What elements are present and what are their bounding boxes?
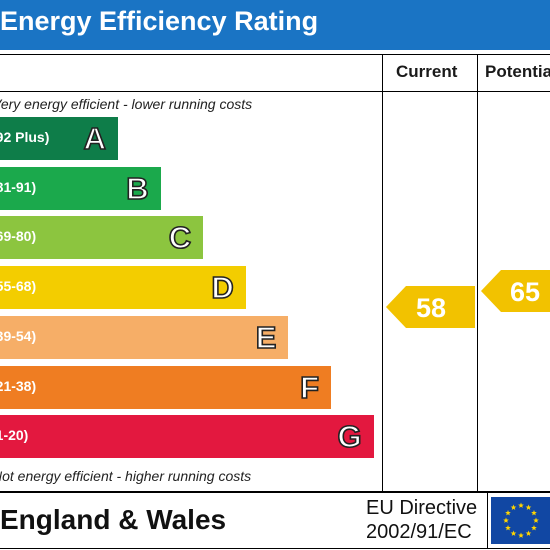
band-b: (81-91) B xyxy=(0,166,161,210)
potential-rating-arrow: 65 xyxy=(481,270,550,313)
region-label: England & Wales xyxy=(0,504,227,535)
star-icon xyxy=(510,504,517,510)
top-border xyxy=(0,54,550,55)
star-icon xyxy=(525,530,532,536)
band-letter: G xyxy=(337,418,363,455)
bottom-note: Not energy efficient - higher running co… xyxy=(0,468,252,484)
star-icon xyxy=(510,530,517,536)
band-f: (21-38) F xyxy=(0,365,331,409)
band-letter: D xyxy=(211,269,235,306)
band-range-label: (1-20) xyxy=(0,427,29,444)
star-icon xyxy=(505,525,511,531)
band-letter: E xyxy=(255,319,277,356)
potential-column-divider xyxy=(477,54,478,492)
band-d: (55-68) D xyxy=(0,266,246,310)
footer-divider xyxy=(0,491,550,493)
current-column-divider xyxy=(382,54,383,492)
current-rating-value: 58 xyxy=(416,293,447,324)
current-rating-arrow: 58 xyxy=(386,286,475,329)
bottom-border xyxy=(0,548,550,549)
band-letter: F xyxy=(299,369,320,406)
chart-title: Energy Efficiency Rating xyxy=(0,6,319,36)
star-icon xyxy=(533,517,539,523)
star-icon xyxy=(505,510,511,516)
eu-stars-icon xyxy=(503,502,539,538)
band-range-label: (81-91) xyxy=(0,178,37,195)
star-icon xyxy=(531,525,537,531)
band-a: (92 Plus) A xyxy=(0,117,118,160)
band-c: (69-80) C xyxy=(0,216,204,260)
band-g: (1-20) G xyxy=(0,415,374,459)
star-icon xyxy=(531,510,537,516)
band-range-label: (21-38) xyxy=(0,377,37,394)
band-range-label: (55-68) xyxy=(0,278,37,295)
band-letter: A xyxy=(83,120,107,157)
star-icon xyxy=(518,502,524,508)
directive-divider xyxy=(487,493,488,548)
current-column-header: Current xyxy=(396,62,458,81)
star-icon xyxy=(525,504,532,510)
star-icon xyxy=(503,517,509,523)
band-letter: C xyxy=(168,220,192,257)
potential-arrow-fill xyxy=(481,270,550,313)
star-icon xyxy=(518,532,524,538)
header-row-divider xyxy=(0,91,550,92)
eu-flag-icon xyxy=(491,497,550,544)
band-range-label: (39-54) xyxy=(0,327,37,344)
band-range-label: (92 Plus) xyxy=(0,129,50,145)
band-e: (39-54) E xyxy=(0,315,289,359)
potential-rating-value: 65 xyxy=(510,277,541,308)
potential-column-header: Potential xyxy=(485,62,550,81)
current-arrow-shape xyxy=(386,286,475,329)
band-letter: B xyxy=(125,170,149,207)
directive-line-2: 2002/91/EC xyxy=(366,521,472,543)
header-bar: Energy Efficiency Rating xyxy=(0,0,550,50)
top-note: Very energy efficient - lower running co… xyxy=(0,96,253,112)
current-arrow-fill xyxy=(386,286,475,329)
directive-line-1: EU Directive xyxy=(366,497,478,519)
potential-arrow-shape xyxy=(481,270,550,313)
band-range-label: (69-80) xyxy=(0,228,37,245)
